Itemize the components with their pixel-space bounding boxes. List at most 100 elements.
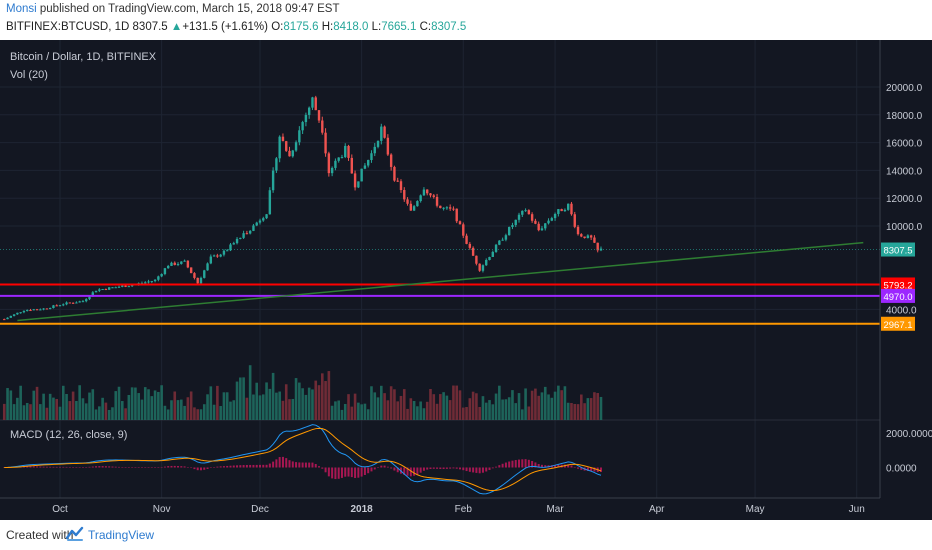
candle-body (111, 287, 114, 289)
macd-pane (3, 424, 602, 495)
volume-bar (166, 409, 170, 420)
candle-body (485, 259, 488, 266)
macd-histogram-bar (327, 467, 330, 477)
volume-bar (504, 399, 508, 420)
volume-bar (137, 393, 140, 420)
volume-bar (176, 400, 180, 420)
macd-histogram-bar (377, 467, 380, 468)
volume-bar (363, 403, 367, 420)
volume-bar (560, 390, 563, 420)
macd-histogram-bar (429, 467, 432, 470)
volume-bar (216, 385, 219, 420)
macd-histogram-bar (157, 467, 160, 468)
volume-bar (514, 403, 518, 420)
volume-bar (117, 386, 121, 420)
candle-body (229, 244, 232, 251)
signal-line (4, 427, 602, 492)
macd-histogram-bar (108, 466, 111, 468)
volume-bar (258, 395, 262, 420)
candle-body (101, 289, 104, 291)
volume-bar (455, 385, 459, 420)
macd-histogram-bar (354, 467, 357, 479)
candle-body (514, 219, 517, 226)
level-label-box (881, 288, 915, 303)
price-tick-label: 4000.0 (886, 305, 917, 316)
candle-body (144, 282, 147, 284)
volume-bar (376, 397, 380, 420)
volume-bar (320, 373, 324, 420)
candle-body (104, 289, 108, 291)
volume-bar (124, 408, 127, 420)
macd-histogram-bar (140, 467, 143, 468)
volume-bar (186, 397, 190, 420)
level-label: 2967.1 (883, 320, 912, 331)
macd-histogram-bar (29, 466, 32, 468)
volume-bar (61, 385, 65, 420)
candle-body (406, 199, 409, 204)
macd-histogram-bar (508, 461, 511, 468)
volume-bar (58, 406, 62, 420)
candle-body (9, 315, 13, 318)
macd-histogram-bar (121, 467, 124, 468)
macd-histogram-bar (111, 466, 114, 468)
volume-bar (206, 394, 209, 420)
candle-body (209, 256, 213, 264)
candle-body (426, 189, 429, 194)
volume-bar (157, 391, 160, 420)
volume-bar (435, 403, 439, 420)
volume-bar (232, 400, 236, 420)
macd-histogram-bar (531, 460, 534, 468)
volume-bar (468, 398, 472, 420)
candle-body (327, 153, 331, 174)
candle-body (183, 260, 186, 262)
candle-body (45, 308, 49, 310)
macd-histogram-bar (59, 466, 61, 468)
macd-histogram-bar (295, 462, 298, 468)
volume-bar (458, 390, 462, 420)
volume-bar (291, 398, 295, 420)
candle-body (550, 218, 554, 221)
volume-bar (589, 398, 593, 420)
macd-histogram-bar (478, 467, 481, 474)
macd-histogram-bar (590, 467, 593, 472)
volume-bar (170, 400, 173, 420)
volume-bar (140, 399, 144, 420)
volume-bar (527, 406, 531, 420)
candle-body (540, 228, 544, 231)
macd-histogram-bar (396, 467, 399, 473)
macd-histogram-bar (222, 466, 225, 468)
volume-bar (55, 399, 59, 420)
candle-body (517, 214, 521, 220)
trendline-group (17, 241, 864, 322)
price-tick-label: 18000.0 (886, 111, 923, 122)
candle-body (12, 314, 16, 316)
candle-body (62, 304, 65, 306)
candle-body (71, 302, 75, 304)
macd-tick-label: 2000.0000 (886, 429, 932, 440)
macd-histogram-bar (449, 467, 452, 469)
macd-histogram-bar (252, 464, 255, 468)
candle-body (301, 122, 304, 131)
volume-bar (12, 404, 16, 420)
author-link[interactable]: Monsi (6, 3, 37, 15)
time-tick-label: 2018 (351, 504, 374, 515)
tradingview-brand[interactable]: TradingView (88, 528, 155, 542)
macd-histogram-bar (206, 467, 209, 469)
macd-histogram-bar (196, 467, 199, 471)
macd-histogram-bar (167, 466, 170, 468)
candle-body (501, 239, 504, 241)
candle-body (412, 206, 416, 211)
candle-body (88, 296, 91, 300)
trendline (17, 241, 864, 322)
level-label: 4970.0 (883, 292, 912, 303)
volume-bar (304, 394, 308, 420)
macd-histogram-bar (442, 467, 445, 469)
macd-histogram-bar (268, 463, 271, 468)
macd-histogram-bar (39, 466, 42, 468)
candle-body (248, 230, 252, 234)
chart-area[interactable]: 5793.2 4970.0 2967.1 8307.5 20000.0 18000.0 1… (0, 40, 932, 520)
volume-bar (465, 407, 468, 420)
candle-body (107, 287, 111, 290)
volume-bar (389, 386, 393, 420)
